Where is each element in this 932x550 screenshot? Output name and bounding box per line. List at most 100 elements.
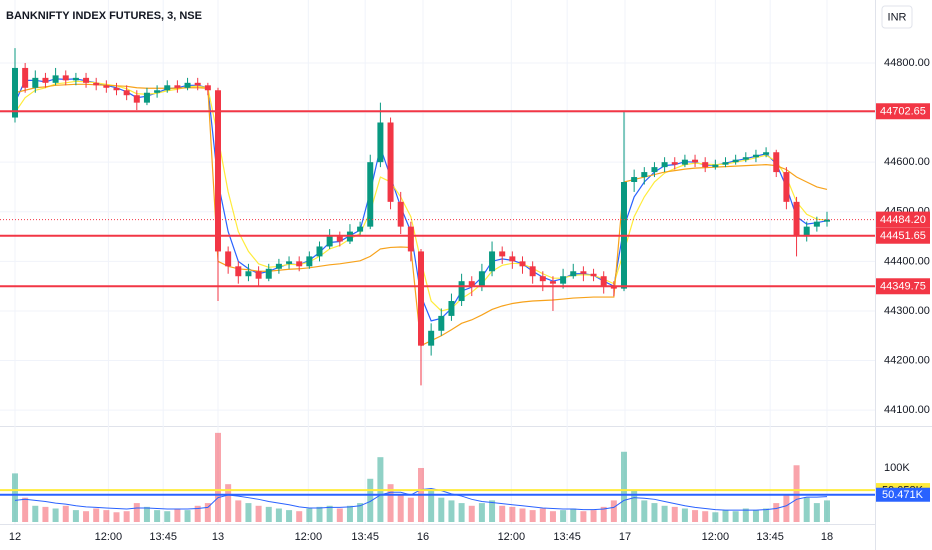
- volume-bar: [83, 511, 90, 522]
- candle-body: [336, 236, 343, 242]
- candle-body: [438, 315, 445, 331]
- volume-bar: [93, 508, 100, 522]
- candle-body: [600, 276, 607, 287]
- candle-body: [93, 82, 100, 86]
- candle-body: [194, 82, 201, 86]
- candle-body: [316, 246, 323, 257]
- candle-body: [732, 159, 739, 163]
- candle-body: [692, 159, 699, 163]
- volume-bar: [793, 465, 800, 522]
- candle-body: [813, 221, 820, 227]
- volume-bar: [204, 503, 211, 522]
- candle-body: [448, 301, 455, 316]
- candle-body: [143, 92, 150, 103]
- volume-bar: [824, 500, 830, 522]
- candle-body: [499, 251, 506, 257]
- volume-bar: [529, 510, 536, 522]
- volume-bar: [681, 508, 688, 522]
- candle-body: [580, 271, 587, 274]
- volume-bar: [621, 451, 627, 522]
- price-level-box: [876, 103, 930, 120]
- price-level-box: [876, 227, 930, 244]
- volume-bar: [22, 497, 29, 522]
- x-tick-label: 16: [417, 531, 429, 543]
- volume-bar: [12, 473, 18, 522]
- volume-bar: [62, 505, 69, 522]
- candle-body: [164, 85, 171, 91]
- price-level-label: 44702.65: [880, 106, 926, 118]
- candle-body: [225, 251, 232, 267]
- volume-bar: [783, 494, 790, 522]
- volume-bar: [631, 489, 638, 522]
- volume-bar: [286, 510, 293, 522]
- volume-bar: [296, 511, 303, 522]
- candle-body: [387, 122, 394, 202]
- candle-body: [275, 263, 282, 269]
- volume-bar: [560, 510, 567, 522]
- currency[interactable]: INR: [888, 11, 907, 23]
- volume-bar: [306, 508, 313, 522]
- volume-bar: [123, 511, 130, 522]
- volume-bar: [275, 508, 282, 522]
- candle-body: [235, 266, 242, 277]
- candle-body: [42, 77, 49, 83]
- volume-bar: [702, 511, 709, 522]
- candle-body: [72, 77, 79, 81]
- volume-bar: [458, 503, 465, 522]
- volume-bar: [326, 505, 333, 522]
- candle-body: [286, 261, 293, 264]
- candle-body: [560, 276, 567, 284]
- volume-bar: [651, 503, 658, 522]
- y-tick-label: 44200.00: [884, 354, 930, 366]
- volume-bar: [194, 505, 201, 522]
- candle-body: [458, 281, 465, 302]
- volume-bar: [803, 497, 810, 522]
- candle-body: [32, 77, 39, 88]
- candle-body: [570, 271, 577, 277]
- volume-bar: [773, 503, 780, 522]
- candle-body: [793, 201, 800, 237]
- volume-bar: [539, 508, 546, 522]
- candle-body: [52, 75, 59, 83]
- volume-bar: [336, 508, 343, 522]
- price-level-box: [876, 211, 930, 228]
- volume-bar: [428, 489, 435, 522]
- price-level-label: 44484.20: [880, 214, 926, 226]
- candle-body: [529, 266, 536, 277]
- volume-level-box: [876, 487, 930, 502]
- x-tick-label: 12:00: [702, 531, 730, 543]
- candle-body: [773, 152, 780, 173]
- candle-body: [123, 90, 130, 96]
- candle-body: [468, 281, 475, 287]
- volume-bar: [72, 510, 79, 522]
- plot: [0, 48, 875, 522]
- volume-bar: [590, 510, 597, 522]
- volume-bar: [235, 500, 242, 522]
- x-tick-label: 12:00: [498, 531, 526, 543]
- x-tick-label: 18: [821, 531, 833, 543]
- volume-bar: [549, 511, 556, 522]
- volume-bar: [255, 505, 262, 522]
- candle-body: [113, 87, 120, 91]
- x-tick-label: 13:45: [351, 531, 379, 543]
- candle-body: [702, 162, 709, 168]
- volume-bar: [610, 500, 617, 522]
- currency-box[interactable]: [881, 5, 913, 29]
- volume-bar: [143, 506, 150, 522]
- volume-bar: [489, 500, 496, 522]
- volume-bar: [316, 506, 323, 522]
- x-tick-label: 13: [212, 531, 224, 543]
- candle-body: [265, 268, 272, 279]
- candle-body: [712, 164, 719, 168]
- candle-body: [12, 67, 18, 118]
- volume-bar: [346, 505, 353, 522]
- y-tick-label: 44400.00: [884, 255, 930, 267]
- volume-bar: [712, 512, 719, 522]
- candle-body: [489, 251, 496, 272]
- volume-bar: [763, 508, 770, 522]
- chart-title: BANKNIFTY INDEX FUTURES, 3, NSE: [6, 10, 202, 22]
- volume-bar: [448, 500, 455, 522]
- volume-bar: [661, 505, 668, 522]
- candle-body: [752, 154, 759, 158]
- candle-body: [742, 157, 749, 160]
